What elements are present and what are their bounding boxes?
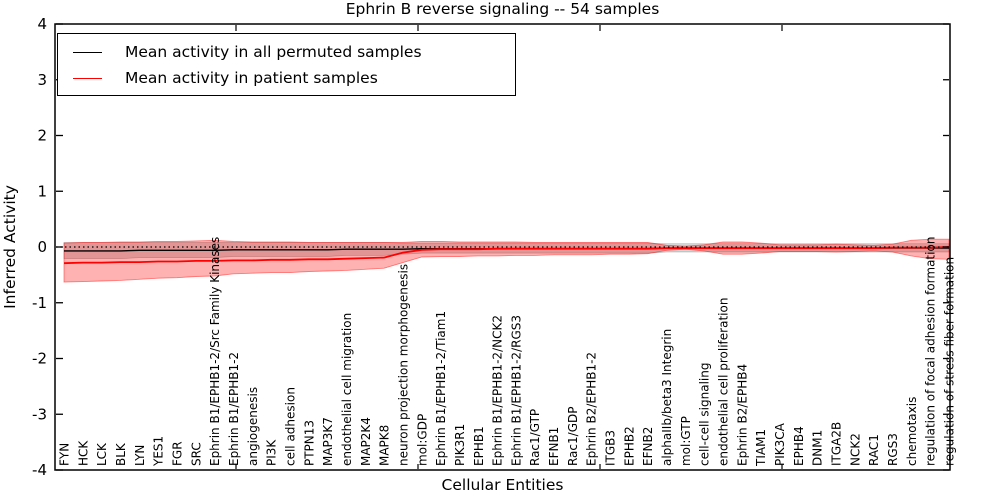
x-tick-label: mol:GDP xyxy=(415,414,429,466)
x-tick-label: ITGB3 xyxy=(604,430,618,466)
x-tick-label: EPHB2 xyxy=(622,426,636,466)
x-tick-label: angiogenesis xyxy=(246,387,260,466)
x-tick-label: endothelial cell migration xyxy=(340,313,354,466)
legend-label-permuted: Mean activity in all permuted samples xyxy=(125,43,422,61)
x-tick-label: TIAM1 xyxy=(754,429,768,467)
y-tick-label: -3 xyxy=(32,405,47,423)
patient-mean-line xyxy=(63,246,950,265)
y-tick-label: 2 xyxy=(37,127,47,145)
x-tick-label: LCK xyxy=(95,442,109,466)
x-tick-label: Ephrin B1/EPHB1-2/Tiam1 xyxy=(434,311,448,466)
x-tick-label: FGR xyxy=(170,441,184,466)
x-tick-label: EFNB2 xyxy=(641,427,655,466)
x-tick-label: Ephrin B2/EPHB4 xyxy=(735,364,749,466)
x-axis-label: Cellular Entities xyxy=(441,476,564,494)
x-tick-label: Ephrin B2/EPHB1-2 xyxy=(585,352,599,466)
y-tick-label: 4 xyxy=(37,15,47,33)
x-tick-label: NCK2 xyxy=(848,433,862,466)
x-tick-label: LYN xyxy=(133,445,147,466)
x-tick-label: alphaIIb/beta3 Integrin xyxy=(660,329,674,466)
x-tick-label: YES1 xyxy=(152,436,166,467)
y-tick-label: 1 xyxy=(37,182,47,200)
x-tick-label: Ephrin B1/EPHB1-2/RGS3 xyxy=(509,315,523,466)
x-tick-label: MAP3K7 xyxy=(321,417,335,466)
y-tick-label: 0 xyxy=(37,238,47,256)
y-tick-label: 3 xyxy=(37,71,47,89)
y-tick-label: -2 xyxy=(32,350,47,368)
legend-item-permuted: Mean activity in all permuted samples xyxy=(73,39,515,65)
x-tick-label: HCK xyxy=(76,440,90,466)
x-tick-label: DNM1 xyxy=(811,430,825,466)
y-tick-label: -1 xyxy=(32,294,47,312)
x-tick-label: RAC1 xyxy=(867,434,881,466)
x-tick-label: PI3K xyxy=(265,439,279,466)
x-tick-label: MAPK8 xyxy=(378,425,392,466)
x-tick-label: MAP2K4 xyxy=(359,417,373,466)
x-tick-label: neuron projection morphogenesis xyxy=(396,264,410,466)
patient-line-swatch xyxy=(73,77,102,79)
x-tick-label: EPHB4 xyxy=(792,426,806,466)
chart-title: Ephrin B reverse signaling -- 54 samples xyxy=(345,0,660,18)
x-tick-label: SRC xyxy=(189,442,203,466)
plot-frame xyxy=(54,23,951,471)
legend: Mean activity in all permuted samples Me… xyxy=(57,33,516,96)
x-tick-label: EFNB1 xyxy=(547,427,561,466)
x-tick-label: chemotaxis xyxy=(905,397,919,466)
x-tick-label: Rac1/GTP xyxy=(528,409,542,466)
x-tick-label: Ephrin B1/EPHB1-2 xyxy=(227,352,241,466)
permuted-line-swatch xyxy=(73,51,102,53)
x-tick-label: cell-cell signaling xyxy=(698,363,712,467)
x-tick-label: Ephrin B1/EPHB1-2/NCK2 xyxy=(491,315,505,466)
x-tick-label: regulation of focal adhesion formation xyxy=(924,237,938,466)
legend-item-patient: Mean activity in patient samples xyxy=(73,65,515,91)
x-tick-label: Ephrin B1/EPHB1-2/Src Family Kinases xyxy=(208,237,222,466)
x-tick-label: EPHB1 xyxy=(472,426,486,466)
x-tick-label: BLK xyxy=(114,442,128,466)
x-tick-label: FYN xyxy=(58,443,72,466)
legend-label-patient: Mean activity in patient samples xyxy=(125,69,378,87)
x-tick-label: endothelial cell proliferation xyxy=(717,298,731,466)
x-tick-label: Rac1/GDP xyxy=(566,407,580,466)
x-tick-label: mol:GTP xyxy=(679,416,693,466)
x-tick-label: PIK3CA xyxy=(773,422,787,466)
x-tick-label: PTPN13 xyxy=(302,420,316,466)
x-tick-label: cell adhesion xyxy=(283,387,297,466)
y-axis-label: Inferred Activity xyxy=(1,185,19,309)
y-tick-label: -4 xyxy=(32,461,47,479)
x-tick-label: PIK3R1 xyxy=(453,424,467,466)
x-tick-label: ITGA2B xyxy=(830,422,844,466)
x-tick-label: RGS3 xyxy=(886,433,900,466)
